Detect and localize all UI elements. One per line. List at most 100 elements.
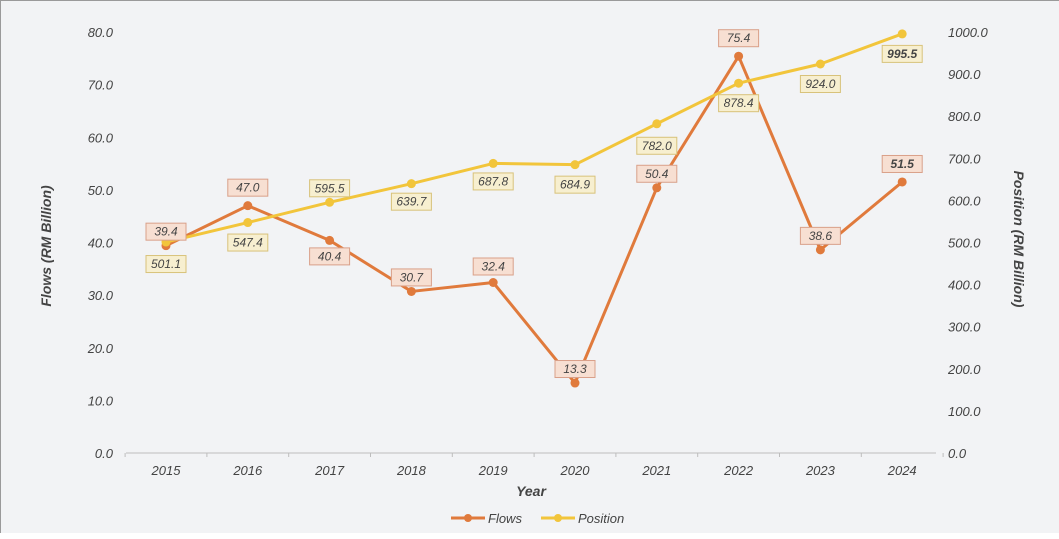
flows-data-label: 13.3: [554, 360, 596, 379]
flows-data-label: 75.4: [718, 29, 760, 48]
legend-item-position[interactable]: Position: [541, 511, 624, 526]
y-left-tick-label: 70.0: [88, 78, 114, 93]
svg-text:40.4: 40.4: [318, 249, 342, 263]
x-tick-label: 2023: [805, 463, 836, 478]
y-right-tick-label: 1000.0: [948, 25, 989, 40]
position-data-point[interactable]: [734, 78, 744, 88]
x-tick-label: 2016: [232, 463, 263, 478]
position-data-point[interactable]: [652, 119, 662, 129]
flows-data-point[interactable]: [325, 235, 335, 245]
flows-data-label: 30.7: [390, 268, 432, 287]
flows-data-label: 40.4: [309, 247, 351, 266]
y-right-tick-label: 100.0: [948, 404, 981, 419]
x-tick-label: 2017: [314, 463, 345, 478]
svg-text:639.7: 639.7: [396, 195, 427, 209]
svg-text:547.4: 547.4: [233, 236, 263, 250]
position-data-label: 547.4: [227, 233, 269, 252]
position-data-label: 501.1: [145, 255, 187, 274]
flows-data-point[interactable]: [570, 378, 580, 388]
flows-data-point[interactable]: [897, 177, 907, 187]
y-left-tick-label: 0.0: [95, 446, 114, 461]
series-points: [161, 29, 907, 388]
svg-text:38.6: 38.6: [809, 229, 833, 243]
y-right-tick-label: 700.0: [948, 151, 981, 166]
position-data-label: 687.8: [472, 172, 514, 191]
flows-data-label: 47.0: [227, 178, 269, 197]
flows-data-point[interactable]: [815, 245, 825, 255]
position-data-point[interactable]: [243, 218, 253, 228]
x-tick-label: 2024: [887, 463, 917, 478]
flows-data-label: 50.4: [636, 164, 678, 183]
x-tick-label: 2015: [151, 463, 182, 478]
legend-label-flows: Flows: [488, 511, 522, 526]
position-data-point[interactable]: [325, 197, 335, 207]
y-right-tick-label: 300.0: [948, 320, 981, 335]
position-data-point[interactable]: [488, 158, 498, 168]
x-tick-label: 2018: [396, 463, 427, 478]
flows-data-point[interactable]: [734, 51, 744, 61]
y-left-tick-label: 80.0: [88, 25, 114, 40]
svg-text:51.5: 51.5: [891, 157, 915, 171]
y-right-tick-label: 600.0: [948, 193, 981, 208]
y-right-tick-label: 400.0: [948, 278, 981, 293]
y-left-tick-label: 50.0: [88, 183, 114, 198]
series-lines: [165, 32, 904, 385]
svg-text:687.8: 687.8: [478, 174, 508, 188]
position-data-label: 782.0: [636, 136, 678, 155]
x-tick-label: 2021: [641, 463, 671, 478]
svg-text:501.1: 501.1: [151, 257, 181, 271]
y-left-tick-label: 40.0: [88, 236, 114, 251]
x-tick-label: 2020: [560, 463, 591, 478]
flows-data-point[interactable]: [406, 286, 416, 296]
svg-text:684.9: 684.9: [560, 178, 590, 192]
position-data-point[interactable]: [815, 59, 825, 69]
y-left-tick-label: 60.0: [88, 130, 114, 145]
flows-data-point[interactable]: [488, 277, 498, 287]
position-data-label: 878.4: [718, 94, 760, 113]
svg-text:995.5: 995.5: [887, 47, 917, 61]
svg-text:47.0: 47.0: [236, 181, 260, 195]
y-right-tick-label: 0.0: [948, 446, 967, 461]
flows-data-label: 38.6: [799, 226, 841, 245]
y-axis-right-title: Position (RM Billion): [1011, 171, 1027, 308]
position-data-point[interactable]: [897, 29, 907, 39]
svg-text:13.3: 13.3: [563, 362, 587, 376]
position-data-label: 639.7: [390, 192, 432, 211]
flows-series-line: [165, 54, 904, 385]
position-data-point[interactable]: [406, 179, 416, 189]
y-left-tick-label: 30.0: [88, 288, 114, 303]
svg-text:924.0: 924.0: [805, 77, 835, 91]
x-tick-label: 2022: [723, 463, 754, 478]
position-data-label: 924.0: [799, 74, 841, 93]
flows-data-label: 39.4: [145, 222, 187, 241]
y-right-tick-label: 900.0: [948, 67, 981, 82]
position-data-point[interactable]: [570, 160, 580, 170]
y-right-tick-label: 200.0: [947, 362, 981, 377]
axes: 2015 2016 2017 2018 2019 2020 2021 2022 2023 2024…: [87, 25, 989, 478]
svg-text:39.4: 39.4: [154, 225, 178, 239]
legend: Flows Position: [451, 511, 624, 526]
x-axis-title: Year: [516, 483, 547, 499]
y-left-tick-label: 20.0: [87, 341, 114, 356]
flows-data-label: 51.5: [881, 154, 923, 173]
y-axis-left-title: Flows (RM Billion): [38, 185, 54, 307]
position-data-label: 595.5: [309, 179, 351, 198]
position-data-label: 995.5: [881, 44, 923, 63]
svg-text:878.4: 878.4: [724, 96, 754, 110]
svg-text:30.7: 30.7: [400, 270, 425, 284]
svg-text:782.0: 782.0: [642, 139, 672, 153]
position-series-line: [165, 32, 903, 244]
legend-item-flows[interactable]: Flows: [451, 511, 522, 526]
svg-text:75.4: 75.4: [727, 31, 751, 45]
y-right-tick-label: 800.0: [948, 109, 981, 124]
svg-text:32.4: 32.4: [482, 259, 506, 273]
y-left-tick-label: 10.0: [88, 393, 114, 408]
flows-data-label: 32.4: [472, 257, 514, 276]
position-data-label: 684.9: [554, 175, 596, 194]
data-labels: 39.4 47.0 40.4 30.7 32.4 13.3 50.4 75.4 38.6 51.5…: [145, 29, 923, 379]
flows-data-point[interactable]: [652, 183, 662, 193]
flows-data-point[interactable]: [243, 201, 253, 211]
svg-text:595.5: 595.5: [315, 181, 345, 195]
